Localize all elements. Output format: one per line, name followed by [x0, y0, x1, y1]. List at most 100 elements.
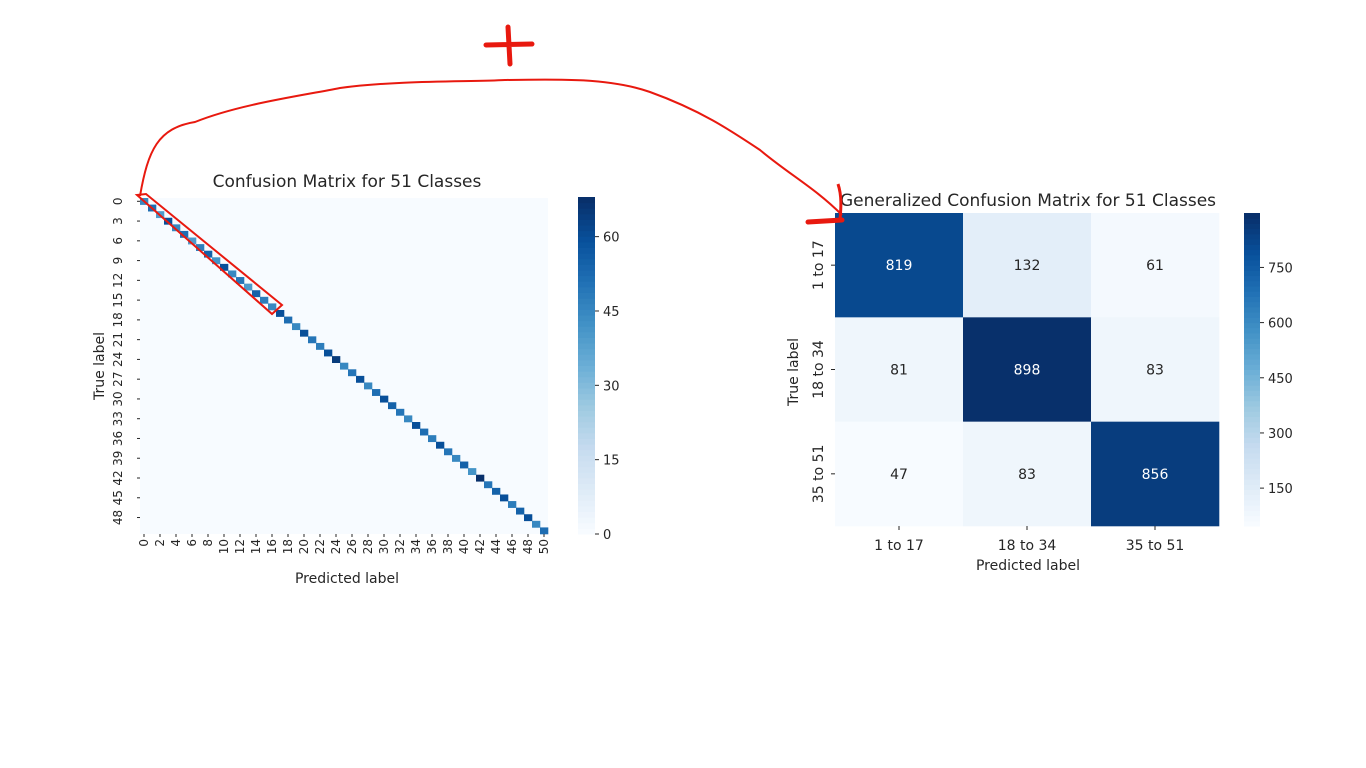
heatmap-cell [220, 263, 229, 271]
heatmap-cell [396, 408, 405, 416]
colorbar-tick-label: 15 [603, 454, 620, 469]
x-tick-label: 46 [505, 539, 519, 554]
y-tick-label: 6 [111, 237, 125, 245]
heatmap-cell [284, 316, 293, 324]
heatmap-cell [1091, 213, 1220, 318]
diagonal-highlight-box [134, 192, 284, 316]
heatmap-cell [476, 474, 485, 482]
heatmap-cell [388, 402, 397, 410]
heatmap-cell [228, 270, 237, 278]
x-tick-label: 2 [153, 539, 167, 547]
heatmap-cell [500, 494, 509, 502]
x-tick-label: 18 [281, 539, 295, 554]
generalized-confusion-matrix-chart: Generalized Confusion Matrix for 51 Clas… [786, 191, 1293, 574]
y-tick-label: 9 [111, 257, 125, 265]
x-tick-label: 22 [313, 539, 327, 554]
colorbar: 150 300 450 600 750 [1244, 213, 1293, 527]
y-tick-label: 39 [111, 451, 125, 466]
x-axis-label: Predicted label [976, 558, 1080, 574]
heatmap-cell [963, 213, 1092, 318]
arrow-head-icon [836, 183, 843, 221]
x-tick-label: 18 to 34 [998, 538, 1057, 554]
cell-value-label: 819 [886, 258, 913, 274]
heatmap-cell [172, 224, 181, 232]
heatmap-cell [268, 303, 277, 311]
heatmap-cell [404, 415, 413, 423]
x-tick-label: 26 [345, 539, 359, 554]
heatmap-cell [252, 290, 261, 298]
heatmap-cell [835, 213, 964, 318]
chart-title: Confusion Matrix for 51 Classes [213, 172, 482, 192]
heatmap-cell [444, 448, 453, 456]
connecting-arrow-curve [139, 78, 843, 216]
x-tick-label: 28 [361, 539, 375, 554]
y-tick-label: 24 [111, 352, 125, 367]
x-tick-label: 1 to 17 [874, 538, 924, 554]
heatmap-cell [372, 389, 381, 396]
heatmap-cell [420, 428, 429, 436]
y-axis-label: True label [92, 332, 108, 401]
heatmap-cell [188, 237, 197, 245]
y-tick-label: 30 [111, 391, 125, 406]
x-tick-label: 20 [297, 539, 311, 554]
x-tick-labels: 1 to 17 18 to 34 35 to 51 [874, 526, 1184, 554]
chart-title: Generalized Confusion Matrix for 51 Clas… [840, 191, 1216, 211]
y-tick-label: 35 to 51 [811, 445, 827, 504]
colorbar-tick-label: 45 [603, 305, 620, 320]
heatmap-cell [540, 527, 549, 535]
x-tick-label: 42 [473, 539, 487, 554]
heatmap-cell [292, 323, 301, 331]
y-tick-label: 15 [111, 292, 125, 307]
heatmap-cell [236, 277, 245, 284]
cell-value-label: 898 [1014, 363, 1041, 379]
heatmap-cell [364, 382, 373, 390]
y-tick-label: 36 [111, 431, 125, 446]
y-tick-label: 18 [111, 312, 125, 327]
heatmap-cell [260, 296, 269, 304]
confusion-matrix-51-chart: Confusion Matrix for 51 Classes 0 2 4 6 8 10 1… [92, 172, 620, 587]
plus-sign-icon [483, 24, 535, 67]
y-tick-label: 0 [111, 197, 125, 205]
x-tick-label: 14 [249, 539, 263, 554]
cell-value-label: 47 [890, 467, 908, 483]
colorbar-tick-label: 150 [1268, 482, 1293, 497]
heatmap-cell [332, 356, 341, 364]
heatmap-cell [340, 362, 349, 370]
colorbar-tick-label: 30 [603, 379, 620, 394]
red-annotations [134, 24, 845, 316]
x-tick-label: 36 [425, 539, 439, 554]
y-tick-label: 12 [111, 273, 125, 288]
y-tick-labels: 1 to 17 18 to 34 35 to 51 [811, 240, 835, 503]
heatmap-cell [308, 336, 317, 344]
x-tick-label: 48 [521, 539, 535, 554]
x-tick-label: 10 [217, 539, 231, 554]
heatmap-cell [835, 317, 964, 422]
x-tick-label: 35 to 51 [1126, 538, 1185, 554]
heatmap-cell [276, 310, 285, 317]
heatmap-cell [412, 422, 421, 429]
heatmap-cell [1091, 317, 1220, 422]
x-tick-label: 8 [201, 539, 215, 547]
y-tick-label: 45 [111, 490, 125, 505]
x-axis-label: Predicted label [295, 571, 399, 587]
cell-value-label: 83 [1018, 467, 1036, 483]
y-tick-label: 48 [111, 510, 125, 525]
heatmap-cell [460, 461, 469, 469]
x-tick-label: 34 [409, 539, 423, 554]
y-tick-label: 33 [111, 411, 125, 426]
heatmap-cell [316, 342, 325, 350]
heatmap-cell [300, 329, 309, 337]
heatmap-cell [204, 250, 213, 258]
heatmap-cells: 819 132 61 81 898 83 47 83 856 [835, 213, 1220, 527]
y-tick-label: 18 to 34 [811, 340, 827, 399]
heatmap-cell [452, 454, 461, 462]
cell-value-label: 132 [1014, 258, 1041, 274]
y-axis-label: True label [786, 338, 802, 407]
heatmap-cell [1091, 421, 1220, 527]
heatmap-cell [532, 520, 541, 528]
colorbar-tick-label: 750 [1268, 261, 1293, 276]
heatmap-cell [524, 514, 533, 522]
cell-value-label: 856 [1142, 467, 1169, 483]
x-tick-label: 0 [137, 539, 151, 547]
